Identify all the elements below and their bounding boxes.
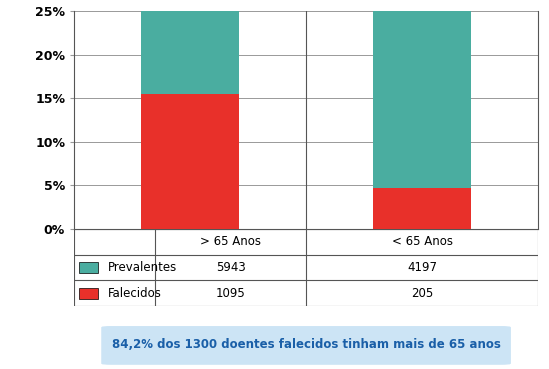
Text: Falecidos: Falecidos — [108, 287, 161, 300]
Text: Prevalentes: Prevalentes — [108, 261, 177, 274]
Text: 1095: 1095 — [216, 287, 245, 300]
Text: 5943: 5943 — [216, 261, 245, 274]
Text: > 65 Anos: > 65 Anos — [200, 235, 261, 248]
Text: < 65 Anos: < 65 Anos — [391, 235, 452, 248]
Bar — [142, 11, 239, 94]
Bar — [373, 11, 470, 188]
FancyBboxPatch shape — [102, 327, 510, 364]
Text: 4197: 4197 — [407, 261, 437, 274]
Bar — [373, 188, 470, 229]
Text: 205: 205 — [411, 287, 433, 300]
Bar — [142, 94, 239, 229]
Text: 84,2% dos 1300 doentes falecidos tinham mais de 65 anos: 84,2% dos 1300 doentes falecidos tinham … — [111, 338, 501, 351]
Bar — [79, 288, 98, 299]
Bar — [79, 262, 98, 273]
